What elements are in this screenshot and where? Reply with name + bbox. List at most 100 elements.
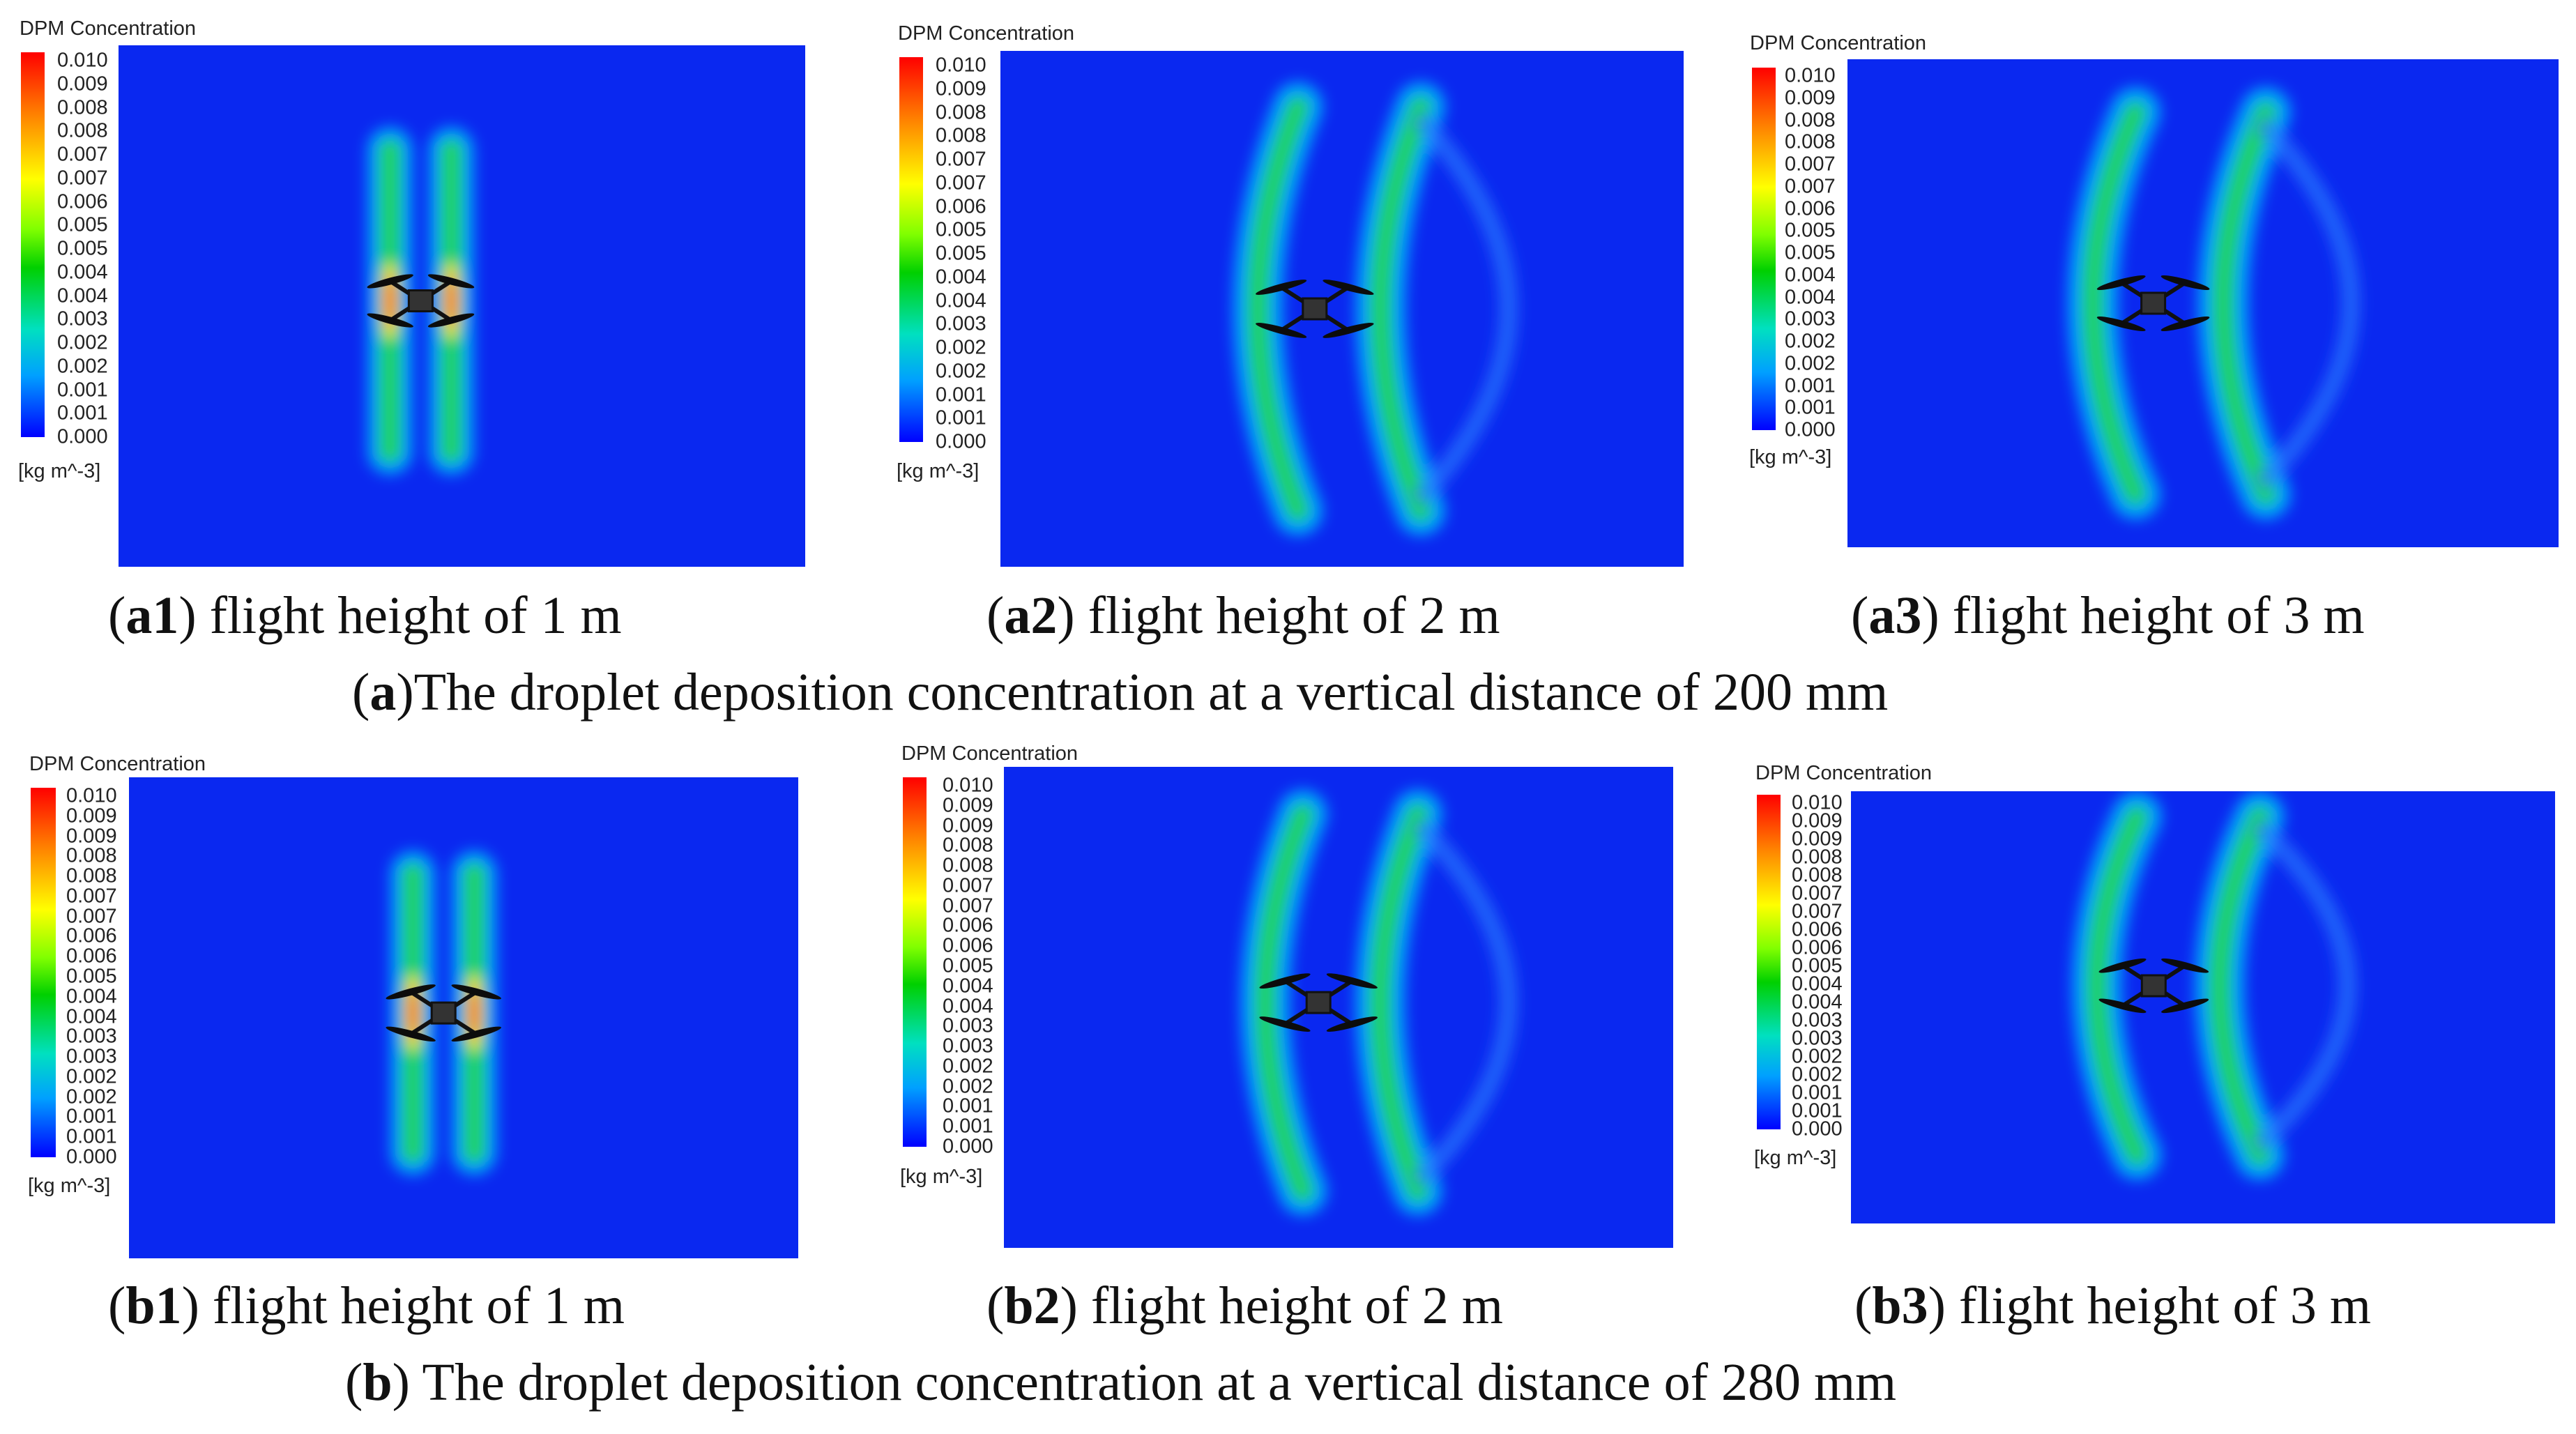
panel-label: a1 — [125, 586, 179, 645]
colorbar-tick-label: 0.008 — [1785, 109, 1836, 131]
colorbar-tick-label: 0.004 — [1785, 286, 1836, 308]
drone-body — [407, 289, 434, 313]
colorbar-tick-label: 0.007 — [1792, 882, 1843, 905]
colorbar-unit: [kg m^-3] — [18, 460, 101, 482]
colorbar-tick-label: 0.006 — [1792, 936, 1843, 959]
colorbar-tick-label: 0.008 — [1792, 864, 1843, 887]
colorbar-tick-label: 0.009 — [1792, 809, 1843, 832]
deposition-bands — [1240, 789, 1518, 1216]
colorbar — [1757, 795, 1781, 1129]
colorbar-tick-label: 0.004 — [943, 975, 993, 998]
colorbar-tick-label: 0.002 — [943, 1075, 993, 1098]
panel-caption: (a3) flight height of 3 m — [1851, 586, 2365, 645]
band-mid — [1247, 96, 1309, 522]
colorbar-tick-label: 0.004 — [66, 985, 117, 1008]
colorbar-tick-label: 0.003 — [943, 1014, 993, 1037]
colorbar-tick-label: 0.004 — [1792, 991, 1843, 1014]
colorbar-tick-label: 0.007 — [66, 885, 117, 908]
colorbar-tick-label: 0.003 — [1792, 1027, 1843, 1050]
colorbar-unit: [kg m^-3] — [900, 1166, 983, 1188]
colorbar-tick-label: 0.004 — [66, 1005, 117, 1028]
colorbar-tick-label: 0.005 — [1785, 241, 1836, 264]
colorbar-tick-label: 0.009 — [66, 804, 117, 827]
colorbar-tick-label: 0.008 — [1792, 846, 1843, 869]
drone-propeller — [2161, 998, 2209, 1014]
colorbar-tick-label: 0.002 — [936, 336, 986, 359]
drone-propeller — [1256, 323, 1307, 338]
drone-propeller — [1326, 1016, 1378, 1032]
colorbar-tick-label: 0.008 — [1785, 130, 1836, 153]
band-peak-red — [469, 986, 480, 1040]
colorbar-tick-label: 0.000 — [1785, 418, 1836, 441]
contour-field — [1004, 767, 1673, 1248]
colorbar-tick-label: 0.000 — [936, 430, 986, 453]
colorbar-tick-label: 0.003 — [57, 307, 108, 330]
colorbar-tick-label: 0.003 — [1785, 307, 1836, 330]
contour-field — [1847, 59, 2559, 547]
band-mid — [2208, 805, 2271, 1166]
colorbar-tick-label: 0.008 — [943, 834, 993, 857]
colorbar-tick-label: 0.005 — [936, 218, 986, 241]
colorbar-tick-label: 0.004 — [943, 995, 993, 1018]
drone-body — [1302, 297, 1328, 321]
deposition-bands — [1233, 82, 1518, 536]
colorbar-tick-label: 0.008 — [66, 844, 117, 867]
drone-icon — [1259, 973, 1378, 1032]
colorbar-tick-label: 0.004 — [1792, 972, 1843, 996]
panel-caption-text: ) flight height of 2 m — [1057, 586, 1500, 645]
colorbar-tick-label: 0.007 — [943, 894, 993, 917]
contour-field — [129, 777, 798, 1258]
colorbar-tick-label: 0.007 — [1785, 153, 1836, 176]
colorbar — [21, 52, 45, 437]
band-mid — [2085, 805, 2149, 1166]
drone-propeller — [1256, 280, 1307, 295]
colorbar-tick-label: 0.009 — [943, 794, 993, 817]
colorbar-tick-label: 0.009 — [943, 814, 993, 837]
drone-propeller — [427, 274, 475, 289]
colorbar — [31, 788, 56, 1157]
drone-icon — [1256, 280, 1374, 338]
panel-caption-text: ) flight height of 3 m — [1928, 1276, 2371, 1335]
row-caption-text: ) The droplet deposition concentration a… — [392, 1353, 1897, 1412]
colorbar-tick-label: 0.005 — [1785, 219, 1836, 242]
drone-body — [2140, 974, 2167, 998]
colorbar-tick-label: 0.001 — [936, 406, 986, 429]
colorbar-tick-label: 0.006 — [943, 914, 993, 937]
colorbar-tick-label: 0.002 — [936, 360, 986, 383]
drone-body — [430, 1001, 457, 1025]
colorbar-tick-label: 0.010 — [936, 54, 986, 77]
drone-propeller — [451, 1026, 501, 1042]
colorbar-tick-label: 0.009 — [1792, 827, 1843, 851]
row-caption-text: )The droplet deposition concentration at… — [396, 663, 1889, 722]
drone-propeller — [1259, 1016, 1311, 1032]
colorbar-tick-label: 0.006 — [66, 924, 117, 947]
colorbar-tick-label: 0.006 — [66, 945, 117, 968]
colorbar-tick-label: 0.006 — [57, 190, 108, 213]
colorbar-tick-label: 0.002 — [943, 1055, 993, 1078]
colorbar-tick-label: 0.001 — [943, 1115, 993, 1138]
drone-propeller — [1323, 323, 1374, 338]
colorbar-tick-label: 0.001 — [1792, 1081, 1843, 1104]
colorbar-tick-label: 0.003 — [943, 1035, 993, 1058]
colorbar-tick-label: 0.007 — [1792, 900, 1843, 923]
colorbar-tick-label: 0.008 — [936, 101, 986, 123]
drone-propeller — [427, 313, 475, 328]
drone-propeller — [2161, 958, 2209, 973]
colorbar-tick-label: 0.010 — [1792, 791, 1843, 814]
outer-arc — [2250, 818, 2357, 1154]
colorbar-tick-label: 0.005 — [936, 242, 986, 265]
deposition-bands — [2072, 791, 2357, 1180]
drone-propeller — [386, 984, 436, 1000]
colorbar-tick-label: 0.007 — [936, 148, 986, 171]
legend-title: DPM Concentration — [20, 17, 197, 40]
colorbar-tick-label: 0.002 — [1785, 330, 1836, 353]
deposition-bands — [2068, 87, 2361, 519]
colorbar — [1752, 68, 1776, 430]
colorbar-tick-label: 0.010 — [66, 784, 117, 807]
contour-field — [119, 45, 805, 567]
colorbar-tick-label: 0.006 — [936, 195, 986, 218]
panel-caption: (b1) flight height of 1 m — [108, 1276, 625, 1335]
colorbar-tick-label: 0.007 — [66, 905, 117, 928]
drone-propeller — [367, 274, 413, 289]
legend-title: DPM Concentration — [1755, 762, 1933, 784]
